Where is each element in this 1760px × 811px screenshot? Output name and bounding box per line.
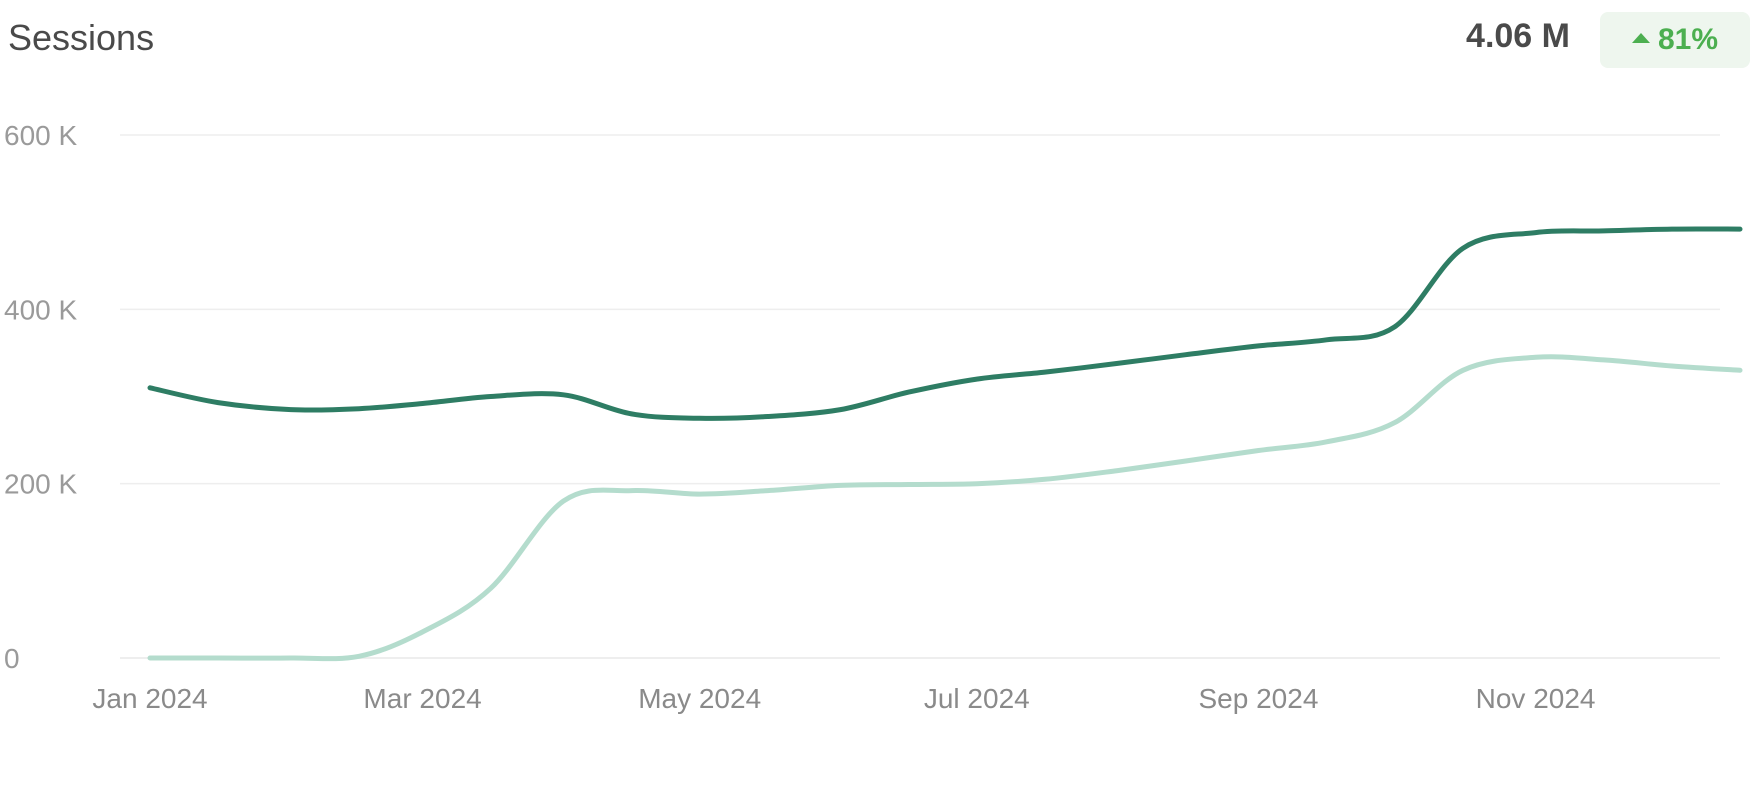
- x-tick-label: Mar 2024: [363, 683, 481, 714]
- x-tick-label: Jul 2024: [924, 683, 1030, 714]
- y-tick-label: 600 K: [4, 120, 77, 151]
- sessions-line-chart: 0 200 K 400 K 600 K Jan 2024 Mar 2024 May 202…: [4, 120, 1743, 714]
- x-axis: Jan 2024 Mar 2024 May 2024 Jul 2024 Sep 2024…: [92, 683, 1595, 714]
- change-value: 81%: [1657, 23, 1719, 56]
- y-axis: 0 200 K 400 K 600 K: [4, 120, 77, 674]
- grid-lines: [120, 134, 1720, 659]
- y-tick-label: 200 K: [4, 469, 77, 500]
- chart-title: Sessions: [8, 17, 155, 58]
- total-value: 4.06 M: [1466, 17, 1570, 55]
- series-line-current: [147, 226, 1743, 421]
- change-badge: 81%: [1600, 12, 1750, 68]
- y-tick-label: 0: [4, 643, 20, 674]
- x-tick-label: Sep 2024: [1199, 683, 1319, 714]
- x-tick-label: Nov 2024: [1476, 683, 1596, 714]
- x-tick-label: May 2024: [638, 683, 761, 714]
- y-tick-label: 400 K: [4, 294, 77, 325]
- series-line-previous: [147, 354, 1743, 662]
- series-lines: [147, 226, 1743, 662]
- chart-header: Sessions 4.06 M 81%: [0, 0, 1760, 80]
- x-tick-label: Jan 2024: [92, 683, 207, 714]
- arrow-up-icon: [1631, 33, 1650, 43]
